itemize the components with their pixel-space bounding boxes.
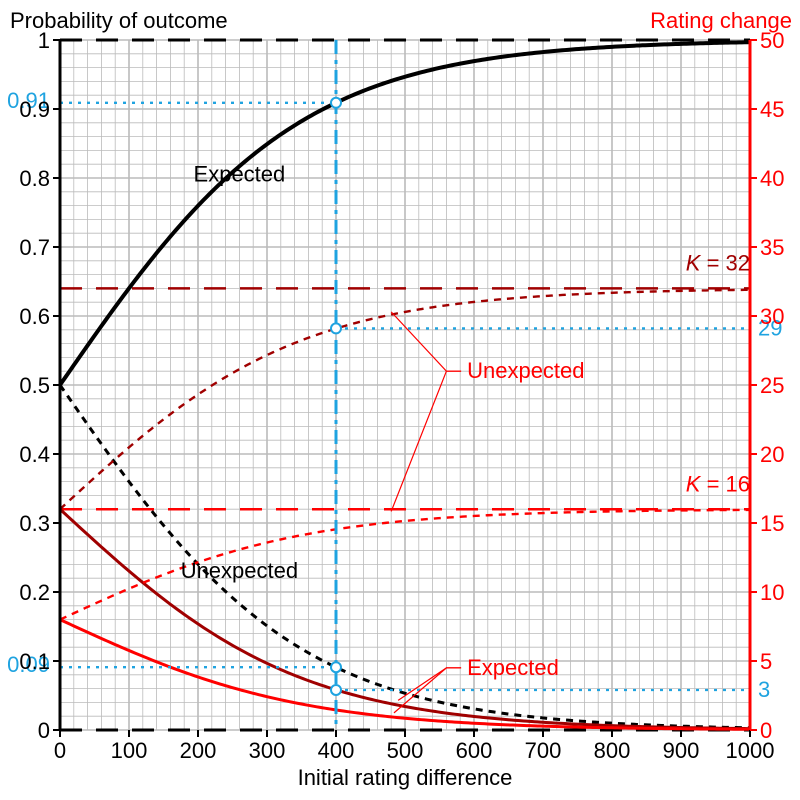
yL-tick-label: 0 [38,718,50,743]
yL-tick-label: 0.3 [19,511,50,536]
x-tick-label: 500 [387,738,424,763]
yR-tick-label: 45 [760,97,784,122]
yL-tick-label: 0.2 [19,580,50,605]
label-expected-red: Expected [467,655,559,680]
guide-label: 3 [758,677,770,702]
label-unexpected-red: Unexpected [467,358,584,383]
guide-marker [331,98,341,108]
x-axis-title: Initial rating difference [298,765,513,790]
y-right-title: Rating change [650,8,792,33]
yR-tick-label: 30 [760,304,784,329]
x-tick-label: 200 [180,738,217,763]
label-k32: K = 32 [686,250,750,275]
yL-tick-label: 0.4 [19,442,50,467]
label-unexpected-black: Unexpected [181,558,298,583]
yR-tick-label: 35 [760,235,784,260]
yR-tick-label: 15 [760,511,784,536]
yR-tick-label: 20 [760,442,784,467]
x-tick-label: 100 [111,738,148,763]
x-tick-label: 800 [594,738,631,763]
label-k16: K = 16 [686,471,750,496]
elo-chart: 0.910.0929301002003004005006007008009001… [0,0,800,800]
x-tick-label: 900 [663,738,700,763]
yR-tick-label: 25 [760,373,784,398]
yL-tick-label: 0.9 [19,97,50,122]
yL-tick-label: 0.7 [19,235,50,260]
yR-tick-label: 5 [760,649,772,674]
yR-tick-label: 10 [760,580,784,605]
x-tick-label: 400 [318,738,355,763]
label-expected-black: Expected [194,161,286,186]
yL-tick-label: 0.8 [19,166,50,191]
x-tick-label: 0 [54,738,66,763]
yR-tick-label: 40 [760,166,784,191]
x-tick-label: 600 [456,738,493,763]
x-tick-label: 300 [249,738,286,763]
yL-tick-label: 0.1 [19,649,50,674]
x-tick-label: 700 [525,738,562,763]
y-left-title: Probability of outcome [10,8,228,33]
yL-tick-label: 0.5 [19,373,50,398]
guide-marker [331,662,341,672]
guide-marker [331,323,341,333]
guide-marker [331,685,341,695]
yR-tick-label: 0 [760,718,772,743]
yL-tick-label: 0.6 [19,304,50,329]
